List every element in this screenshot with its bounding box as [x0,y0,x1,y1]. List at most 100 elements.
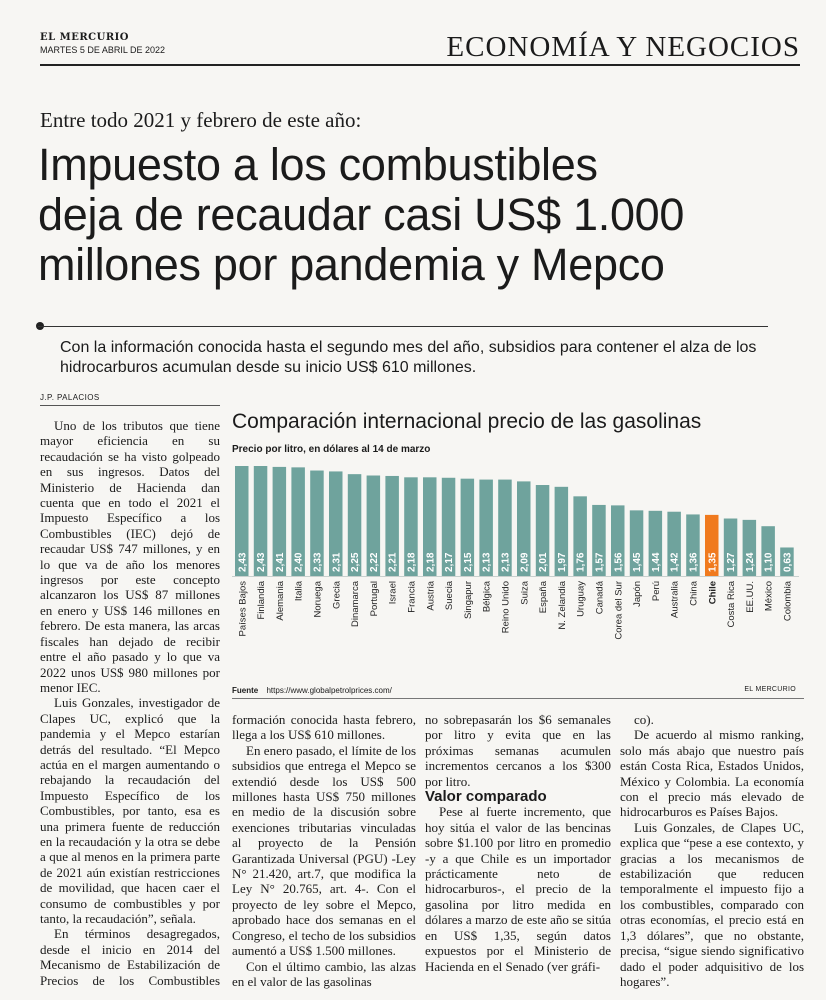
category-label: Australia [670,580,681,618]
paragraph: Luis Gonzales, investigador de Clapes UC… [40,695,220,926]
paragraph: De acuerdo al mismo ranking, solo más ab… [620,727,804,820]
bar-value-label: 1,44 [651,552,662,572]
bar-portugal [366,475,381,576]
paragraph: En términos desagregados, desde el inici… [40,926,220,988]
bar-reino-unido [498,479,512,576]
category-label: Grecia [331,580,342,609]
bar-uruguay [573,496,587,576]
bar-italia [291,467,305,576]
category-label: Canadá [594,580,605,614]
gasoline-price-chart: Comparación internacional precio de las … [232,410,804,702]
bar-japón [629,510,644,576]
bar-colombia [780,547,794,576]
bar-value-label: 2,40 [294,552,305,572]
paragraph: En enero pasado, el límite de los subsid… [232,742,416,959]
bar-value-label: 1,35 [707,552,718,572]
category-label: Italia [294,580,305,601]
bar-costa-rica [723,518,738,576]
headline-line: Impuesto a los combustibles [38,139,598,190]
bar-francia [404,477,418,576]
bar-value-label: 2,18 [425,552,436,572]
category-label: Uruguay [576,581,587,617]
category-label: Singapur [463,581,474,619]
bar-value-label: 2,17 [444,552,455,572]
bar-méxico [761,526,775,576]
chart-plot: 2,43 Países Bajos 2,43 Finlandia 2,41 Alemani… [232,466,799,640]
paragraph: Con el último cambio, las alzas en el va… [232,958,416,989]
chart-subtitle: Precio por litro, en dólares al 14 de ma… [232,444,431,455]
category-label: Bélgica [482,580,493,612]
section-title: ECONOMÍA Y NEGOCIOS [446,31,800,63]
bar-china [686,514,700,576]
bar-value-label: 2,13 [500,552,511,572]
category-label: Países Bajos [237,581,248,637]
category-label: Noruega [312,580,323,617]
bar-australia [667,511,681,576]
bar-value-label: 0,63 [782,552,793,572]
bar-value-label: 1,45 [632,552,643,572]
bar-value-label: 1,42 [670,552,681,572]
bar-value-label: 2,13 [482,552,493,572]
bar-value-label: 2,25 [350,552,361,572]
bar-corea-del-sur [611,505,625,576]
bar-value-label: 1,97 [557,552,568,572]
bar-n-zelandia [554,486,569,576]
article-headline: Impuesto a los combustibles deja de reca… [38,140,808,290]
article-column-3: no sobrepasarán los $6 semanales por lit… [425,712,611,994]
category-label: Corea del Sur [613,581,624,640]
masthead-rule [40,64,800,66]
bar-suiza [517,481,531,576]
category-label: México [764,581,775,611]
bar-value-label: 2,31 [331,552,342,572]
bar-value-label: 2,21 [388,552,399,572]
category-label: Suecia [444,580,455,610]
category-label: Colombia [782,580,793,621]
chart-title: Comparación internacional precio de las … [232,410,702,433]
bar-dinamarca [347,474,362,576]
bar-canadá [592,504,606,576]
bar-value-label: 2,09 [519,552,530,572]
bar-value-label: 1,76 [576,552,587,572]
category-label: Japón [632,581,643,607]
paragraph: Luis Gonzales, de Clapes UC, explica que… [620,819,804,989]
bar-austria [423,477,437,576]
article-kicker: Entre todo 2021 y febrero de este año: [40,108,362,132]
paragraph: co). [634,712,654,727]
category-label: Austria [425,580,436,610]
category-label: Israel [388,581,399,604]
headline-line: millones por pandemia y Mepco [38,239,665,290]
bar-value-label: 1,36 [688,552,699,572]
category-label: Francia [406,580,417,612]
category-label: Dinamarca [350,580,361,627]
category-label: Portugal [369,581,380,616]
bar-value-label: 2,01 [538,552,549,572]
bar-perú [648,510,663,576]
bar-value-label: 1,57 [594,552,605,572]
bar-value-label: 1,56 [613,552,624,572]
bar-israel [385,475,399,576]
masthead: EL MERCURIO MARTES 5 DE ABRIL DE 2022 EC… [40,30,800,68]
chart-rule [232,698,804,699]
paragraph: Pese al fuerte incremento, que hoy sitúa… [425,804,611,974]
category-label: Suiza [519,580,530,604]
bar-value-label: 2,43 [237,552,248,572]
category-label: Finlandia [256,580,267,619]
bar-grecia [329,471,343,576]
chart-brand: EL MERCURIO [744,686,796,693]
headline-line: deja de recaudar casi US$ 1.000 [38,189,685,240]
bar-value-label: 2,43 [256,552,267,572]
category-label: EE.UU. [745,581,756,613]
category-label: Costa Rica [726,580,737,627]
byline-rule [40,405,220,406]
category-label: N. Zelandia [557,580,568,629]
bar-singapur [460,478,475,576]
paragraph: formación conocida hasta febrero, llega … [232,712,416,743]
bar-value-label: 2,33 [312,552,323,572]
category-label: España [538,580,549,613]
bar-alemania [272,466,287,576]
paragraph: no sobrepasarán los $6 semanales por lit… [425,712,611,789]
byline: J.P. PALACIOS [40,393,100,402]
bar-españa [535,485,550,576]
paragraph: Uno de los tributos que tiene mayor efic… [40,418,220,695]
category-label: Perú [651,581,662,601]
